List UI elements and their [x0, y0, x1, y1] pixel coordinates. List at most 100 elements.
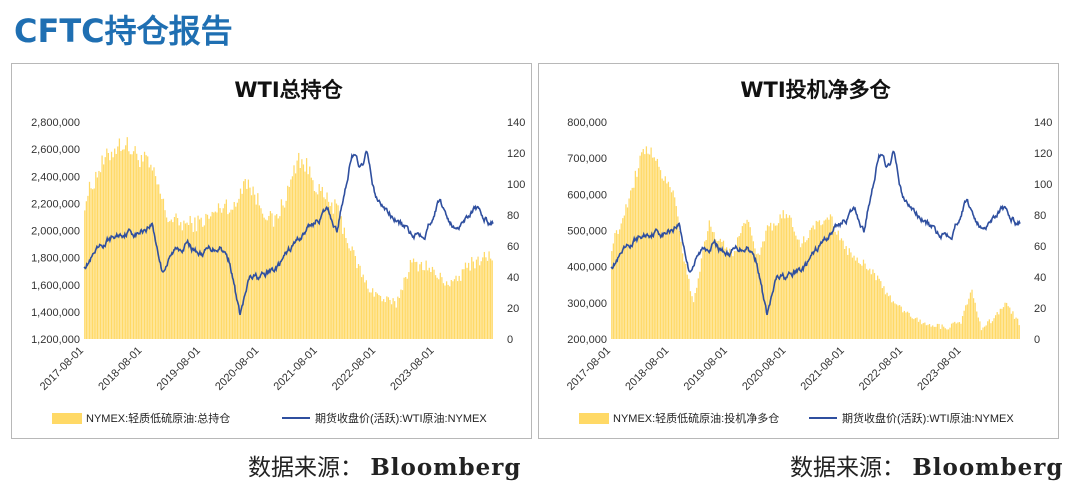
bar: [239, 188, 242, 339]
bar: [777, 223, 780, 339]
bar: [441, 277, 443, 339]
bar: [390, 304, 393, 339]
bar: [257, 193, 259, 339]
bar: [305, 158, 308, 339]
bar-series: [84, 137, 493, 339]
bar: [261, 213, 264, 339]
bar: [1010, 313, 1012, 339]
bar: [854, 260, 857, 339]
price-line: [610, 150, 1021, 316]
bar: [384, 302, 386, 339]
bar: [280, 199, 283, 339]
bar: [765, 230, 767, 339]
bar: [128, 151, 130, 339]
bar: [235, 206, 237, 339]
bar: [619, 229, 621, 339]
bar: [312, 180, 314, 339]
bar: [301, 159, 303, 339]
bar: [1007, 306, 1009, 339]
bar: [905, 312, 907, 339]
bar: [825, 219, 827, 339]
bar: [236, 202, 239, 339]
bar: [167, 222, 169, 339]
bar: [894, 303, 896, 339]
bar: [431, 266, 434, 339]
bar: [716, 241, 718, 339]
bar: [419, 264, 421, 339]
bar: [985, 325, 987, 339]
bar: [398, 298, 401, 339]
bar: [648, 154, 651, 339]
y-right-tick-label: 40: [1034, 272, 1046, 284]
bar: [798, 239, 800, 339]
bar: [375, 292, 377, 339]
bar: [733, 250, 736, 339]
bar: [211, 211, 213, 339]
bar: [412, 258, 415, 339]
bar: [395, 307, 397, 339]
bar: [106, 148, 108, 339]
bar: [107, 152, 110, 339]
bar: [274, 215, 276, 339]
bar: [694, 293, 696, 339]
bar: [958, 322, 961, 339]
bar: [697, 278, 699, 339]
bar: [392, 298, 394, 339]
bar: [796, 239, 799, 339]
bar: [414, 262, 416, 339]
bar: [125, 145, 127, 339]
bar: [342, 233, 344, 339]
bar: [972, 298, 975, 339]
y-right-tick-label: 80: [1034, 210, 1046, 222]
bar: [447, 284, 449, 339]
bar: [792, 227, 794, 339]
bar: [180, 222, 182, 339]
bar: [872, 269, 874, 339]
bar: [916, 317, 918, 339]
bar: [881, 288, 883, 339]
bar: [952, 322, 954, 339]
bar: [386, 296, 388, 339]
y-left-tick-label: 2,600,000: [31, 144, 80, 156]
bar: [241, 193, 243, 339]
bar: [770, 222, 772, 339]
bar: [666, 183, 668, 339]
bar: [650, 147, 652, 339]
bar: [189, 215, 191, 339]
bar: [900, 306, 902, 339]
bar: [623, 215, 625, 339]
bar: [878, 278, 880, 339]
x-tick-label: 2018-08-01: [623, 345, 671, 393]
bar: [799, 247, 802, 339]
bar: [356, 268, 358, 339]
bar: [877, 275, 879, 339]
y-left-tick-label: 1,600,000: [31, 280, 80, 292]
bar: [472, 261, 474, 339]
x-tick-label: 2017-08-01: [565, 345, 613, 393]
bar: [469, 270, 471, 339]
bar: [914, 318, 917, 339]
bar: [861, 265, 863, 339]
bar: [90, 188, 92, 339]
bar: [244, 179, 246, 339]
bar: [345, 238, 347, 339]
bar: [302, 164, 305, 339]
bar: [672, 190, 674, 339]
bar: [633, 187, 635, 339]
y-right-tick-label: 20: [507, 303, 519, 315]
bar: [187, 225, 190, 339]
bar: [285, 200, 287, 339]
bar: [847, 254, 849, 339]
bar: [930, 326, 932, 339]
bar: [268, 215, 270, 339]
legend-line-label: 期货收盘价(活跃):WTI原油:NYMEX: [842, 411, 1014, 425]
y-right-tick-label: 120: [507, 148, 525, 160]
bar: [927, 324, 929, 339]
bar: [969, 292, 972, 339]
bar: [214, 211, 216, 339]
bar: [611, 251, 613, 339]
bar: [667, 181, 670, 339]
bar: [121, 149, 124, 339]
bar: [776, 225, 778, 339]
bar: [279, 216, 281, 339]
